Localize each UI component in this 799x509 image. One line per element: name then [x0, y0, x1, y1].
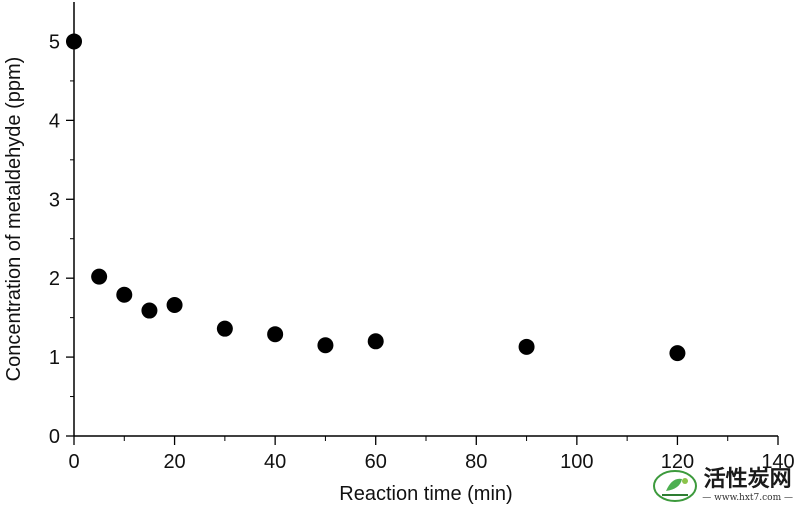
watermark-title: 活性炭网 — [703, 467, 792, 492]
x-axis-ticks: 0 20 40 60 80 100 120 140 — [68, 436, 795, 473]
x-tick-label: 60 — [365, 451, 387, 473]
data-point — [116, 286, 133, 303]
y-tick-label: 1 — [49, 347, 60, 369]
x-tick-label: 80 — [465, 451, 487, 473]
data-point — [669, 345, 686, 362]
y-tick-label: 2 — [49, 268, 60, 290]
data-point — [367, 333, 384, 350]
watermark-url: — www.hxt7.com — — [702, 493, 793, 503]
data-point — [267, 326, 284, 343]
data-point — [216, 320, 233, 337]
x-tick-label: 20 — [163, 451, 185, 473]
watermark: 活性炭网 — www.hxt7.com — — [652, 469, 793, 503]
data-point — [66, 33, 82, 50]
x-axis-title: Reaction time (min) — [339, 483, 512, 505]
y-axis-ticks: 0 1 2 3 4 5 — [49, 31, 74, 448]
y-axis-title: Concentration of metaldehyde (ppm) — [3, 57, 25, 382]
data-point — [91, 268, 108, 285]
y-tick-label: 0 — [49, 426, 60, 448]
data-point — [141, 302, 158, 319]
data-point — [317, 337, 334, 354]
data-points — [66, 33, 686, 362]
leaf-logo-icon — [653, 470, 698, 502]
data-point — [518, 338, 535, 355]
y-tick-label: 4 — [49, 110, 60, 132]
x-tick-label: 100 — [560, 451, 593, 473]
x-tick-label: 140 — [761, 451, 794, 473]
x-tick-label: 120 — [661, 451, 694, 473]
y-tick-label: 5 — [49, 31, 60, 53]
data-point — [166, 297, 183, 314]
x-tick-label: 40 — [264, 451, 286, 473]
x-tick-label: 0 — [68, 451, 79, 473]
y-tick-label: 3 — [49, 189, 60, 211]
